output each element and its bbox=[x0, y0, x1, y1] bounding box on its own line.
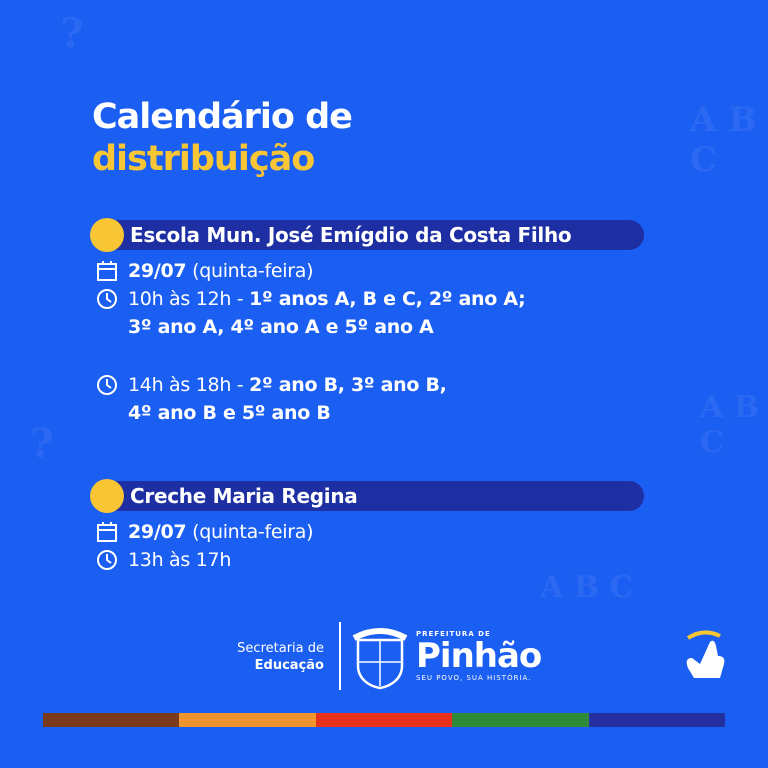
classes: 4º ano B e 5º ano B bbox=[128, 402, 331, 424]
date: 29/07 bbox=[128, 260, 187, 282]
bullet-dot bbox=[90, 479, 124, 513]
secretaria-line2: Educação bbox=[254, 658, 324, 673]
stripe-navy bbox=[588, 713, 726, 727]
decor-question: ? bbox=[60, 10, 84, 57]
time-slot: 13h às 17h bbox=[96, 546, 231, 574]
stripe-orange bbox=[179, 713, 316, 727]
weekday: (quinta-feira) bbox=[192, 260, 314, 282]
time-range: 13h às 17h bbox=[128, 549, 232, 571]
time-slot: 14h às 18h - 2º ano B, 3º ano B, 4º ano B… bbox=[96, 371, 447, 427]
school-name: Creche Maria Regina bbox=[130, 484, 358, 508]
school-name: Escola Mun. José Emígdio da Costa Filho bbox=[130, 223, 572, 247]
city-name: Pinhão bbox=[416, 636, 542, 676]
color-stripes bbox=[43, 713, 726, 727]
classes: 1º anos A, B e C, 2º ano A; bbox=[249, 288, 526, 310]
stripe-red bbox=[315, 713, 453, 727]
school-banner: Escola Mun. José Emígdio da Costa Filho bbox=[90, 218, 644, 252]
clock-icon bbox=[97, 550, 117, 570]
classes: 2º ano B, 3º ano B, bbox=[249, 374, 447, 396]
date-row: 29/07 (quinta-feira) bbox=[96, 518, 313, 546]
page-title: Calendário de distribuição bbox=[92, 96, 353, 180]
time-slot: 10h às 12h - 1º anos A, B e C, 2º ano A;… bbox=[96, 285, 526, 341]
secretaria-label: Secretaria de Educação bbox=[220, 640, 324, 674]
calendar-icon bbox=[97, 522, 117, 542]
calendar-icon bbox=[97, 261, 117, 281]
weekday: (quinta-feira) bbox=[192, 521, 314, 543]
prefeitura-label: PREFEITURA DE bbox=[416, 630, 491, 638]
decor-question: ? bbox=[30, 420, 54, 467]
secretaria-line1: Secretaria de bbox=[237, 641, 324, 656]
classes: 3º ano A, 4º ano A e 5º ano A bbox=[128, 316, 434, 338]
slogan: SEU POVO, SUA HISTÓRIA. bbox=[416, 674, 532, 682]
time-range: 14h às 18h - bbox=[128, 374, 250, 396]
stripe-green bbox=[452, 713, 589, 727]
city-crest-logo bbox=[352, 628, 408, 690]
decor-abc: A B C bbox=[690, 100, 757, 180]
school-banner: Creche Maria Regina bbox=[90, 479, 644, 513]
prefeitura-logo: PREFEITURA DE Pinhão SEU POVO, SUA HISTÓ… bbox=[416, 630, 542, 682]
clock-icon bbox=[97, 289, 117, 309]
title-line2: distribuição bbox=[92, 139, 315, 179]
decor-abc: A B C bbox=[700, 390, 760, 460]
bullet-dot bbox=[90, 218, 124, 252]
time-range: 10h às 12h - bbox=[128, 288, 250, 310]
decor-abc: A B C bbox=[540, 570, 634, 605]
date: 29/07 bbox=[128, 521, 187, 543]
clock-icon bbox=[97, 375, 117, 395]
divider bbox=[339, 622, 341, 690]
title-line1: Calendário de bbox=[92, 97, 353, 137]
stripe-brown bbox=[43, 713, 180, 727]
hand-touch-icon bbox=[686, 630, 725, 678]
date-row: 29/07 (quinta-feira) bbox=[96, 257, 313, 285]
